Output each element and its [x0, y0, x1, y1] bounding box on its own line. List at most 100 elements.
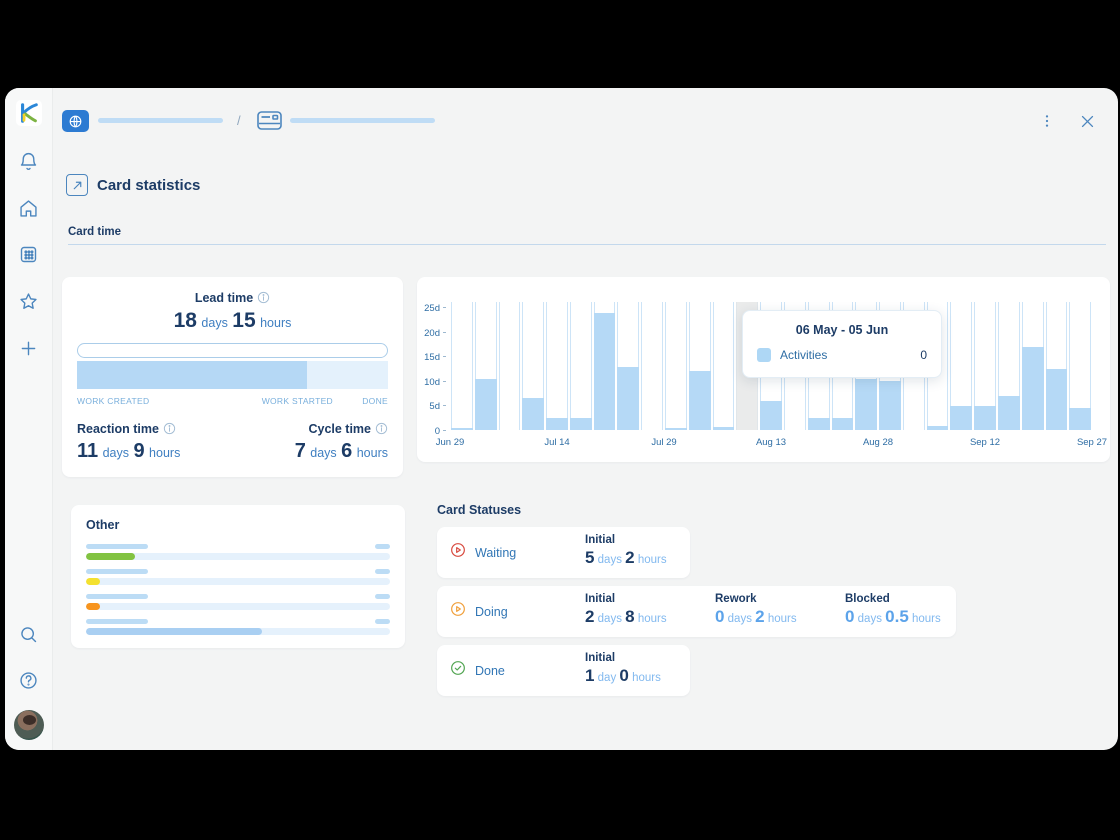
chart-bar[interactable] [665, 302, 687, 430]
chart-bar[interactable] [451, 302, 473, 430]
metric-label: Initial [585, 534, 616, 546]
status-metric-initial: Initial 5 days 2 hours [585, 534, 715, 568]
chart-tooltip: 06 May - 05 Jun Activities 0 [742, 310, 942, 378]
metric-value: 0 days 0.5 hours [845, 607, 941, 626]
lead-time-card: Lead time 18 days 15 hours WORK CREATED … [62, 277, 403, 477]
status-metric-rework: Rework 0 days 2 hours [715, 593, 845, 627]
chart-bar[interactable] [688, 302, 711, 430]
close-icon[interactable] [1078, 112, 1096, 130]
chart-bar-fill [997, 395, 1020, 430]
other-progress-track [86, 553, 390, 560]
chart-bar[interactable] [617, 302, 640, 430]
chart-bar-fill [879, 381, 901, 430]
chart-bar-fill [974, 405, 996, 430]
metric-label: Initial [585, 652, 616, 664]
add-plus-icon[interactable] [17, 336, 41, 360]
status-card-waiting: Waiting Initial 5 days 2 hours [437, 527, 690, 578]
favorites-star-icon[interactable] [17, 289, 41, 313]
x-tick-label: Jul 29 [651, 437, 677, 448]
chart-bar-fill [760, 400, 782, 430]
chart-bar[interactable] [474, 302, 497, 430]
statistics-trend-icon [66, 174, 88, 196]
marker-done: DONE [362, 396, 388, 406]
chart-bar-fill [617, 366, 640, 430]
label-placeholder [86, 569, 148, 574]
status-label: Doing [475, 604, 508, 619]
chart-bar[interactable] [997, 302, 1020, 430]
card-statuses-title: Card Statuses [437, 503, 522, 517]
boards-grid-icon[interactable] [17, 242, 41, 266]
chart-bar[interactable] [593, 302, 616, 430]
breadcrumb: / [53, 88, 1118, 144]
chart-bar-fill [474, 378, 497, 430]
status-label: Waiting [475, 545, 517, 560]
status-name: Done [450, 645, 505, 696]
notifications-bell-icon[interactable] [17, 149, 41, 173]
chart-bar[interactable] [498, 302, 521, 430]
card-statuses-section: Card Statuses Waiting Initial 5 days 2 hou… [437, 503, 956, 704]
marker-work-created: WORK CREATED [77, 396, 150, 406]
board-card-icon[interactable] [257, 111, 282, 130]
tooltip-series-value: 0 [920, 348, 927, 362]
other-progress-fill [86, 603, 100, 610]
metric-value: 0 days 2 hours [715, 607, 797, 626]
status-name: Doing [450, 586, 508, 637]
y-tick-label: 10d [424, 377, 446, 388]
chart-bar[interactable] [1045, 302, 1068, 430]
value-placeholder [375, 569, 390, 574]
marker-work-started: WORK STARTED [261, 396, 333, 406]
tooltip-date-range: 06 May - 05 Jun [795, 323, 889, 337]
chart-bar-fill [831, 417, 854, 430]
chart-bar[interactable] [546, 302, 568, 430]
value-placeholder [375, 594, 390, 599]
page-title: Card statistics [97, 176, 201, 194]
y-tick-label: 0 [435, 426, 446, 437]
app-window: / [5, 88, 1118, 750]
play-circle-icon [450, 601, 466, 622]
chart-bar-fill [688, 371, 711, 430]
more-kebab-icon[interactable] [1038, 112, 1056, 130]
other-progress-track [86, 628, 390, 635]
chart-bar-fill [712, 427, 735, 430]
chart-bar-fill [807, 417, 830, 430]
x-tick-label: Sep 27 [1076, 437, 1108, 448]
chart-bar[interactable] [641, 302, 664, 430]
other-row [86, 594, 390, 610]
chart-bar[interactable] [950, 302, 973, 430]
activities-chart-card: 25d 20d 15d 10d 5d 0 Jun 29 Jul 14 Jul 29 Aug 13… [417, 277, 1110, 462]
home-icon[interactable] [17, 196, 41, 220]
info-icon[interactable] [163, 422, 176, 435]
chart-bar[interactable] [974, 302, 996, 430]
chart-bar[interactable] [1069, 302, 1092, 430]
status-card-done: Done Initial 1 day 0 hours [437, 645, 690, 696]
reaction-time-block: Reaction time 11 days 9 hours [77, 422, 181, 462]
chart-bar-fill [451, 428, 473, 430]
metric-label: Initial [585, 593, 616, 605]
chart-bar[interactable] [712, 302, 735, 430]
help-icon[interactable] [17, 668, 41, 692]
chart-bar[interactable] [522, 302, 545, 430]
user-avatar[interactable] [13, 710, 44, 740]
section-divider [68, 244, 1106, 245]
chart-bar-fill [1045, 369, 1068, 430]
search-icon[interactable] [17, 622, 41, 646]
x-tick-label: Aug 13 [755, 437, 787, 448]
breadcrumb-space-placeholder[interactable] [98, 118, 223, 123]
lead-time-value: 18 days 15 hours [173, 309, 292, 332]
check-circle-icon [450, 660, 466, 681]
info-icon[interactable] [375, 422, 388, 435]
y-tick-label: 5d [429, 401, 446, 412]
chart-bar[interactable] [1021, 302, 1044, 430]
status-metric-blocked: Blocked 0 days 0.5 hours [845, 593, 975, 627]
other-progress-fill [86, 553, 135, 560]
chart-bar[interactable] [569, 302, 592, 430]
chart-bar-fill [593, 312, 616, 430]
main-area: / [53, 88, 1118, 750]
chart-bar-fill [665, 428, 687, 430]
info-icon[interactable] [257, 291, 270, 304]
breadcrumb-board-placeholder[interactable] [290, 118, 435, 123]
chart-x-axis: Jun 29 Jul 14 Jul 29 Aug 13 Aug 28 Sep 12 Sep … [436, 437, 1107, 449]
space-globe-icon[interactable] [62, 110, 89, 132]
kaiten-logo-icon[interactable] [15, 100, 42, 126]
y-tick-label: 15d [424, 352, 446, 363]
